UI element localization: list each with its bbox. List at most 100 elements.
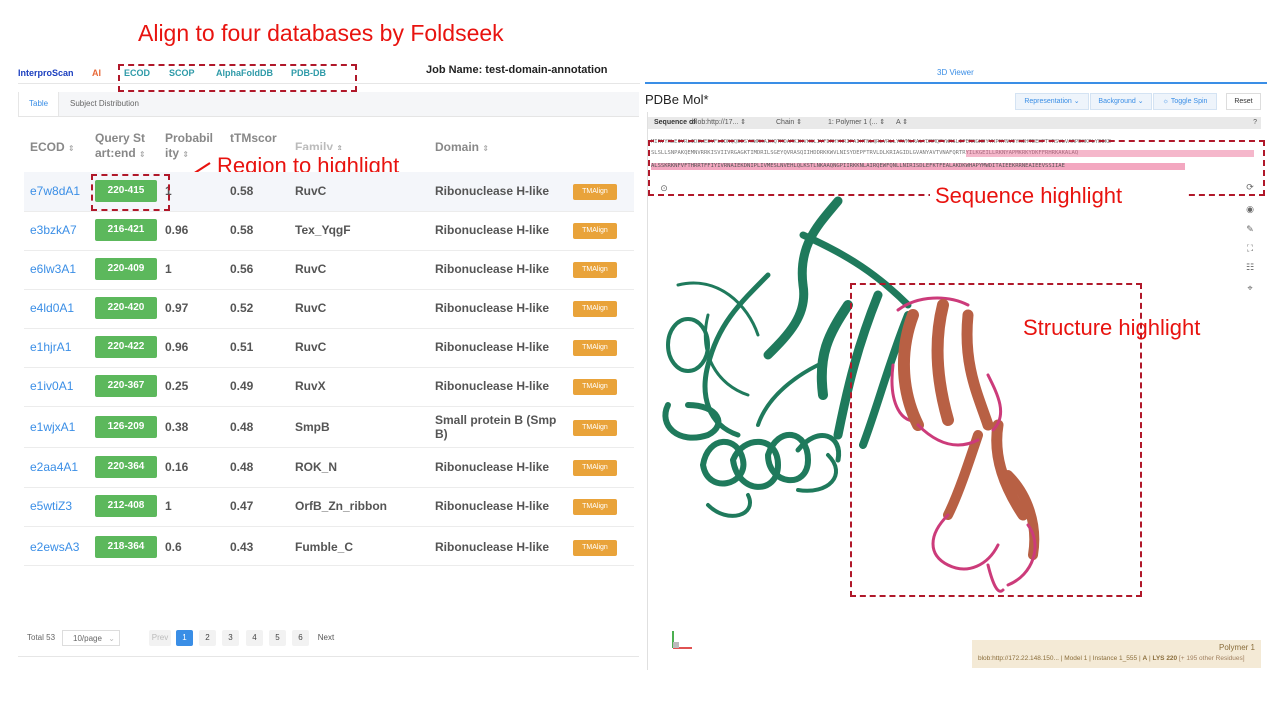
ecod-link[interactable]: e1wjxA1 — [30, 420, 76, 434]
query-range-badge: 216-421 — [95, 219, 157, 241]
page-size-select[interactable]: 10/page ⌄ — [62, 630, 120, 646]
ttmscore-value: 0.51 — [230, 340, 254, 354]
probability-value: 0.97 — [165, 301, 189, 315]
toggle-spin-button[interactable]: ☼ Toggle Spin — [1153, 93, 1217, 110]
spin-icon: ☼ — [1162, 98, 1169, 105]
ecod-link[interactable]: e5wtiZ3 — [30, 499, 73, 513]
wrench-icon[interactable]: ✎ — [1246, 224, 1254, 234]
ecod-link[interactable]: e1hjrA1 — [30, 340, 72, 354]
tmalign-button[interactable]: TMAlign — [573, 540, 617, 556]
chain-select[interactable]: Chain ⇕ — [776, 119, 803, 126]
sliders-icon[interactable]: ☷ — [1245, 262, 1255, 272]
tmalign-button[interactable]: TMAlign — [573, 184, 617, 200]
refresh-icon[interactable]: ⟳ — [1246, 182, 1254, 192]
expand-icon[interactable]: ⛶ — [1246, 243, 1254, 253]
tabs-bar: Table Subject Distribution — [18, 92, 639, 117]
table-row: e1wjxA1 126-209 0.38 0.48 SmpB Small pro… — [24, 406, 634, 448]
family-value: Fumble_C — [295, 540, 354, 554]
pagination-prev[interactable]: Prev — [149, 630, 171, 646]
tmalign-button[interactable]: TMAlign — [573, 379, 617, 395]
protein-structure-canvas[interactable] — [648, 195, 1238, 635]
tmalign-button[interactable]: TMAlign — [573, 460, 617, 476]
tmalign-button[interactable]: TMAlign — [573, 420, 617, 436]
query-range-badge: 220-422 — [95, 336, 157, 358]
status-more: [+ 195 other Residues] — [1178, 655, 1245, 662]
sort-icon: ⇕ — [336, 144, 344, 153]
representation-button[interactable]: Representation ⌄ — [1015, 93, 1089, 110]
header-ecod[interactable]: ECOD ⇕ — [30, 140, 75, 156]
page-size-value: 10/page — [73, 634, 102, 643]
cursor-icon[interactable]: ⌖ — [1247, 283, 1253, 293]
tab-subject-distribution[interactable]: Subject Distribution — [70, 99, 139, 108]
domain-value: Ribonuclease H-like — [435, 301, 550, 315]
family-value: RuvC — [295, 262, 327, 276]
chain-pink-structure — [890, 296, 1040, 593]
family-value: OrfB_Zn_ribbon — [295, 499, 387, 513]
domain-value: Ribonuclease H-like — [435, 460, 550, 474]
nav-scop[interactable]: SCOP — [169, 68, 195, 78]
pagination-page-1[interactable]: 1 — [176, 630, 193, 646]
header-query-line2: art:end — [95, 146, 136, 160]
help-icon[interactable]: ? — [1253, 119, 1257, 126]
pagination-next[interactable]: Next — [317, 633, 335, 642]
domain-value: Ribonuclease H-like — [435, 223, 550, 237]
ecod-link[interactable]: e2ewsA3 — [30, 540, 80, 554]
structure-select[interactable]: blob:http://17... ⇕ — [692, 119, 747, 126]
polymer-select[interactable]: 1: Polymer 1 (... ⇕ — [828, 119, 886, 126]
nav-ecod[interactable]: ECOD — [124, 68, 151, 78]
nav-interproscan[interactable]: InterproScan — [18, 68, 74, 78]
sequence-annotation-label: Sequence highlight — [935, 183, 1123, 208]
sequence-line-2: SLSLLSNPAKQEMNVRRKISVIIVRGAGKTIMDRILSGEY… — [651, 150, 1256, 157]
tmalign-button[interactable]: TMAlign — [573, 262, 617, 278]
header-ttmscore[interactable]: tTMscor — [230, 131, 277, 146]
pagination-page-2[interactable]: 2 — [199, 630, 216, 646]
lock-icon[interactable]: ⊙ — [660, 183, 668, 193]
ecod-link[interactable]: e6lw3A1 — [30, 262, 77, 276]
pagination-page-5[interactable]: 5 — [269, 630, 286, 646]
table-row: e4ld0A1 220-420 0.97 0.52 RuvC Ribonucle… — [24, 289, 634, 329]
header-domain[interactable]: Domain ⇕ — [435, 140, 489, 156]
tmalign-button[interactable]: TMAlign — [573, 499, 617, 515]
domain-value: Ribonuclease H-like — [435, 340, 550, 354]
nav-pdbdb[interactable]: PDB-DB — [291, 68, 326, 78]
tmalign-button[interactable]: TMAlign — [573, 301, 617, 317]
nav-alphafolddb[interactable]: AlphaFoldDB — [216, 68, 273, 78]
sort-icon: ⇕ — [182, 150, 190, 159]
axis-indicator-icon — [672, 631, 692, 649]
reset-button[interactable]: Reset — [1226, 93, 1261, 110]
header-probability[interactable]: Probabil ity ⇕ — [165, 131, 213, 162]
ecod-link[interactable]: e2aa4A1 — [30, 460, 79, 474]
tab-table[interactable]: Table — [18, 92, 60, 116]
viewer-status-bar: Polymer 1 blob:http://172.22.148.150... … — [972, 640, 1261, 668]
settings-icon[interactable]: ◉ — [1246, 204, 1254, 214]
viewer-left-border — [647, 112, 648, 670]
background-button[interactable]: Background ⌄ — [1090, 93, 1152, 110]
domain-value: Ribonuclease H-like — [435, 499, 550, 513]
probability-value: 0.38 — [165, 420, 189, 434]
pagination-page-6[interactable]: 6 — [292, 630, 309, 646]
polymer-select-value: 1: Polymer 1 (... — [828, 119, 878, 126]
pagination-page-4[interactable]: 4 — [246, 630, 263, 646]
ecod-link[interactable]: e1iv0A1 — [30, 379, 74, 393]
header-query[interactable]: Query St art:end ⇕ — [95, 131, 146, 162]
chain-id-select[interactable]: A ⇕ — [896, 119, 909, 126]
pagination-page-3[interactable]: 3 — [222, 630, 239, 646]
sort-icon: ⇕ — [68, 144, 75, 153]
tmalign-button[interactable]: TMAlign — [573, 340, 617, 356]
ecod-link[interactable]: e3bzkA7 — [30, 223, 77, 237]
ecod-link[interactable]: e7w8dA1 — [30, 184, 81, 198]
ecod-link[interactable]: e4ld0A1 — [30, 301, 75, 315]
ttmscore-value: 0.47 — [230, 499, 254, 513]
query-range-badge: 220-367 — [95, 375, 157, 397]
sort-icon: ⇕ — [139, 150, 146, 159]
nav-ai[interactable]: AI — [92, 68, 101, 78]
probability-value: 0.6 — [165, 540, 182, 554]
table-row: e6lw3A1 220-409 1 0.56 RuvC Ribonuclease… — [24, 250, 634, 290]
header-prob-line1: Probabil — [165, 131, 214, 145]
pagination-total: Total 53 — [27, 633, 56, 642]
ttmscore-value: 0.48 — [230, 460, 254, 474]
query-range-badge: 212-408 — [95, 495, 157, 517]
tmalign-button[interactable]: TMAlign — [573, 223, 617, 239]
domain-value: Ribonuclease H-like — [435, 262, 550, 276]
chain-select-value: Chain — [776, 119, 795, 126]
